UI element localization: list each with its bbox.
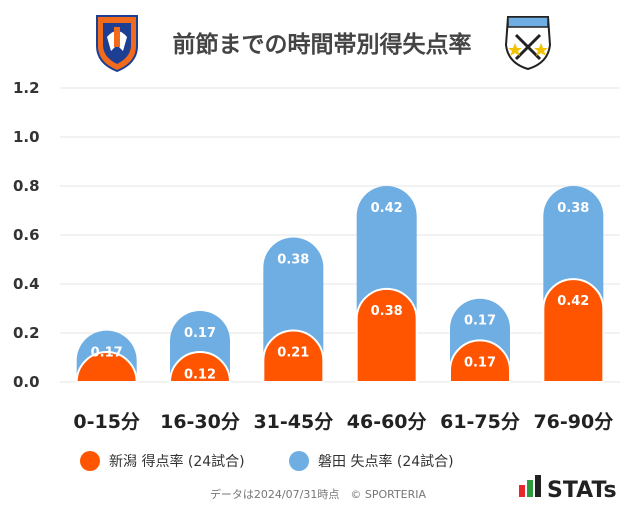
data-label-iwata-5: 0.38 bbox=[557, 201, 589, 216]
jubilo-iwata-crest-icon bbox=[504, 16, 552, 71]
bar-labels: 0.17 0.17 0.12 0.38 0.21 0.42 0.38 0.17 0.17 0.38… bbox=[91, 201, 590, 383]
legend-label-iwata: 磐田 失点率 (24試合) bbox=[318, 453, 454, 470]
data-label-niigata-2: 0.21 bbox=[277, 346, 309, 361]
y-tick-label: 0.4 bbox=[13, 275, 40, 293]
y-tick-label: 0.2 bbox=[13, 324, 40, 342]
bar-niigata-5 bbox=[542, 278, 605, 383]
x-tick-label: 31-45分 bbox=[253, 411, 333, 433]
gridlines bbox=[60, 87, 620, 383]
x-tick-label: 46-60分 bbox=[347, 411, 427, 433]
data-label-niigata-5: 0.42 bbox=[557, 294, 589, 309]
data-label-niigata-3: 0.38 bbox=[371, 304, 403, 319]
albirex-niigata-crest-icon bbox=[96, 15, 138, 73]
legend-label-niigata: 新潟 得点率 (24試合) bbox=[109, 453, 245, 470]
bars bbox=[75, 186, 605, 383]
bar-niigata-1 bbox=[168, 351, 232, 383]
legend-marker-iwata bbox=[289, 451, 309, 471]
footer-note: データは2024/07/31時点 © SPORTERIA bbox=[210, 487, 427, 501]
data-label-niigata-1: 0.12 bbox=[184, 368, 216, 383]
data-label-iwata-1: 0.17 bbox=[184, 326, 216, 341]
legend: 新潟 得点率 (24試合) 磐田 失点率 (24試合) bbox=[80, 451, 454, 471]
chart-title: 前節までの時間帯別得失点率 bbox=[173, 31, 472, 58]
bar-niigata-0 bbox=[75, 351, 138, 383]
data-label-iwata-3: 0.42 bbox=[371, 201, 403, 216]
data-label-iwata-0: 0.17 bbox=[91, 346, 123, 361]
stats-brand: STATs bbox=[547, 478, 617, 503]
x-tick-label: 16-30分 bbox=[160, 411, 240, 433]
y-tick-label: 0.8 bbox=[13, 177, 40, 195]
x-tick-label: 0-15分 bbox=[73, 411, 140, 433]
bar-niigata-4 bbox=[449, 339, 511, 383]
y-tick-label: 0.6 bbox=[13, 226, 40, 244]
legend-marker-niigata bbox=[80, 451, 100, 471]
y-tick-label: 0.0 bbox=[13, 373, 40, 391]
bar-niigata-2 bbox=[262, 329, 325, 383]
y-tick-label: 1.0 bbox=[13, 128, 40, 146]
data-label-iwata-4: 0.17 bbox=[464, 314, 496, 329]
x-tick-label: 61-75分 bbox=[440, 411, 520, 433]
x-axis: 0-15分 16-30分 31-45分 46-60分 61-75分 76-90分 bbox=[73, 411, 613, 433]
stats-logo-icon bbox=[519, 475, 541, 497]
bar-niigata-3 bbox=[355, 287, 418, 383]
x-tick-label: 76-90分 bbox=[533, 411, 613, 433]
data-label-iwata-2: 0.38 bbox=[277, 252, 309, 267]
y-tick-label: 1.2 bbox=[13, 79, 40, 97]
y-axis: 0.0 0.2 0.4 0.6 0.8 1.0 1.2 bbox=[13, 79, 40, 391]
data-label-niigata-4: 0.17 bbox=[464, 355, 496, 370]
